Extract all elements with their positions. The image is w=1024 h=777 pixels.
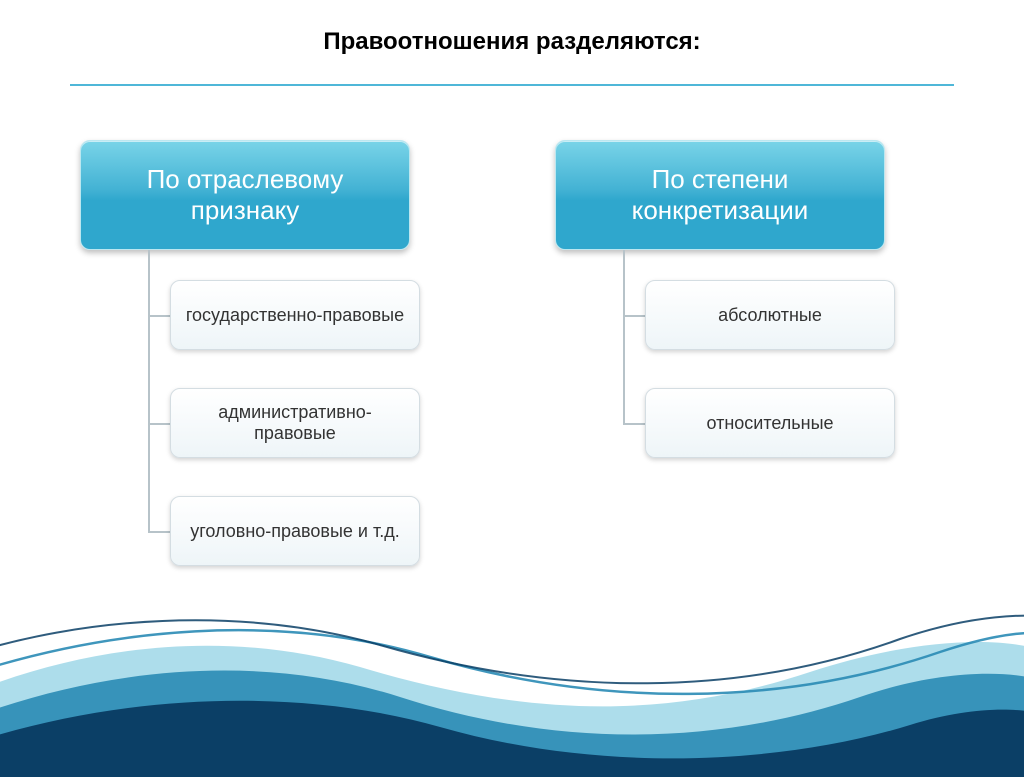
wave-path-light — [0, 642, 1024, 777]
connector-trunk-left — [148, 250, 150, 531]
diagram-canvas: По отраслевому признаку государственно-п… — [0, 100, 1024, 660]
connector-trunk-right — [623, 250, 625, 423]
child-box-right-1: относительные — [645, 388, 895, 458]
connector-branch-right-0 — [623, 315, 645, 317]
wave-path-dark — [0, 701, 1024, 777]
connector-branch-left-2 — [148, 531, 170, 533]
parent-box-left: По отраслевому признаку — [80, 140, 410, 250]
connector-branch-right-1 — [623, 423, 645, 425]
child-box-left-1: административно-правовые — [170, 388, 420, 458]
title-divider — [70, 84, 954, 86]
parent-box-right: По степени конкретизации — [555, 140, 885, 250]
child-box-right-0: абсолютные — [645, 280, 895, 350]
child-box-left-0: государственно-правовые — [170, 280, 420, 350]
slide-title: Правоотношения разделяются: — [0, 0, 1024, 56]
connector-branch-left-1 — [148, 423, 170, 425]
connector-branch-left-0 — [148, 315, 170, 317]
wave-path-mid — [0, 671, 1024, 777]
child-box-left-2: уголовно-правовые и т.д. — [170, 496, 420, 566]
